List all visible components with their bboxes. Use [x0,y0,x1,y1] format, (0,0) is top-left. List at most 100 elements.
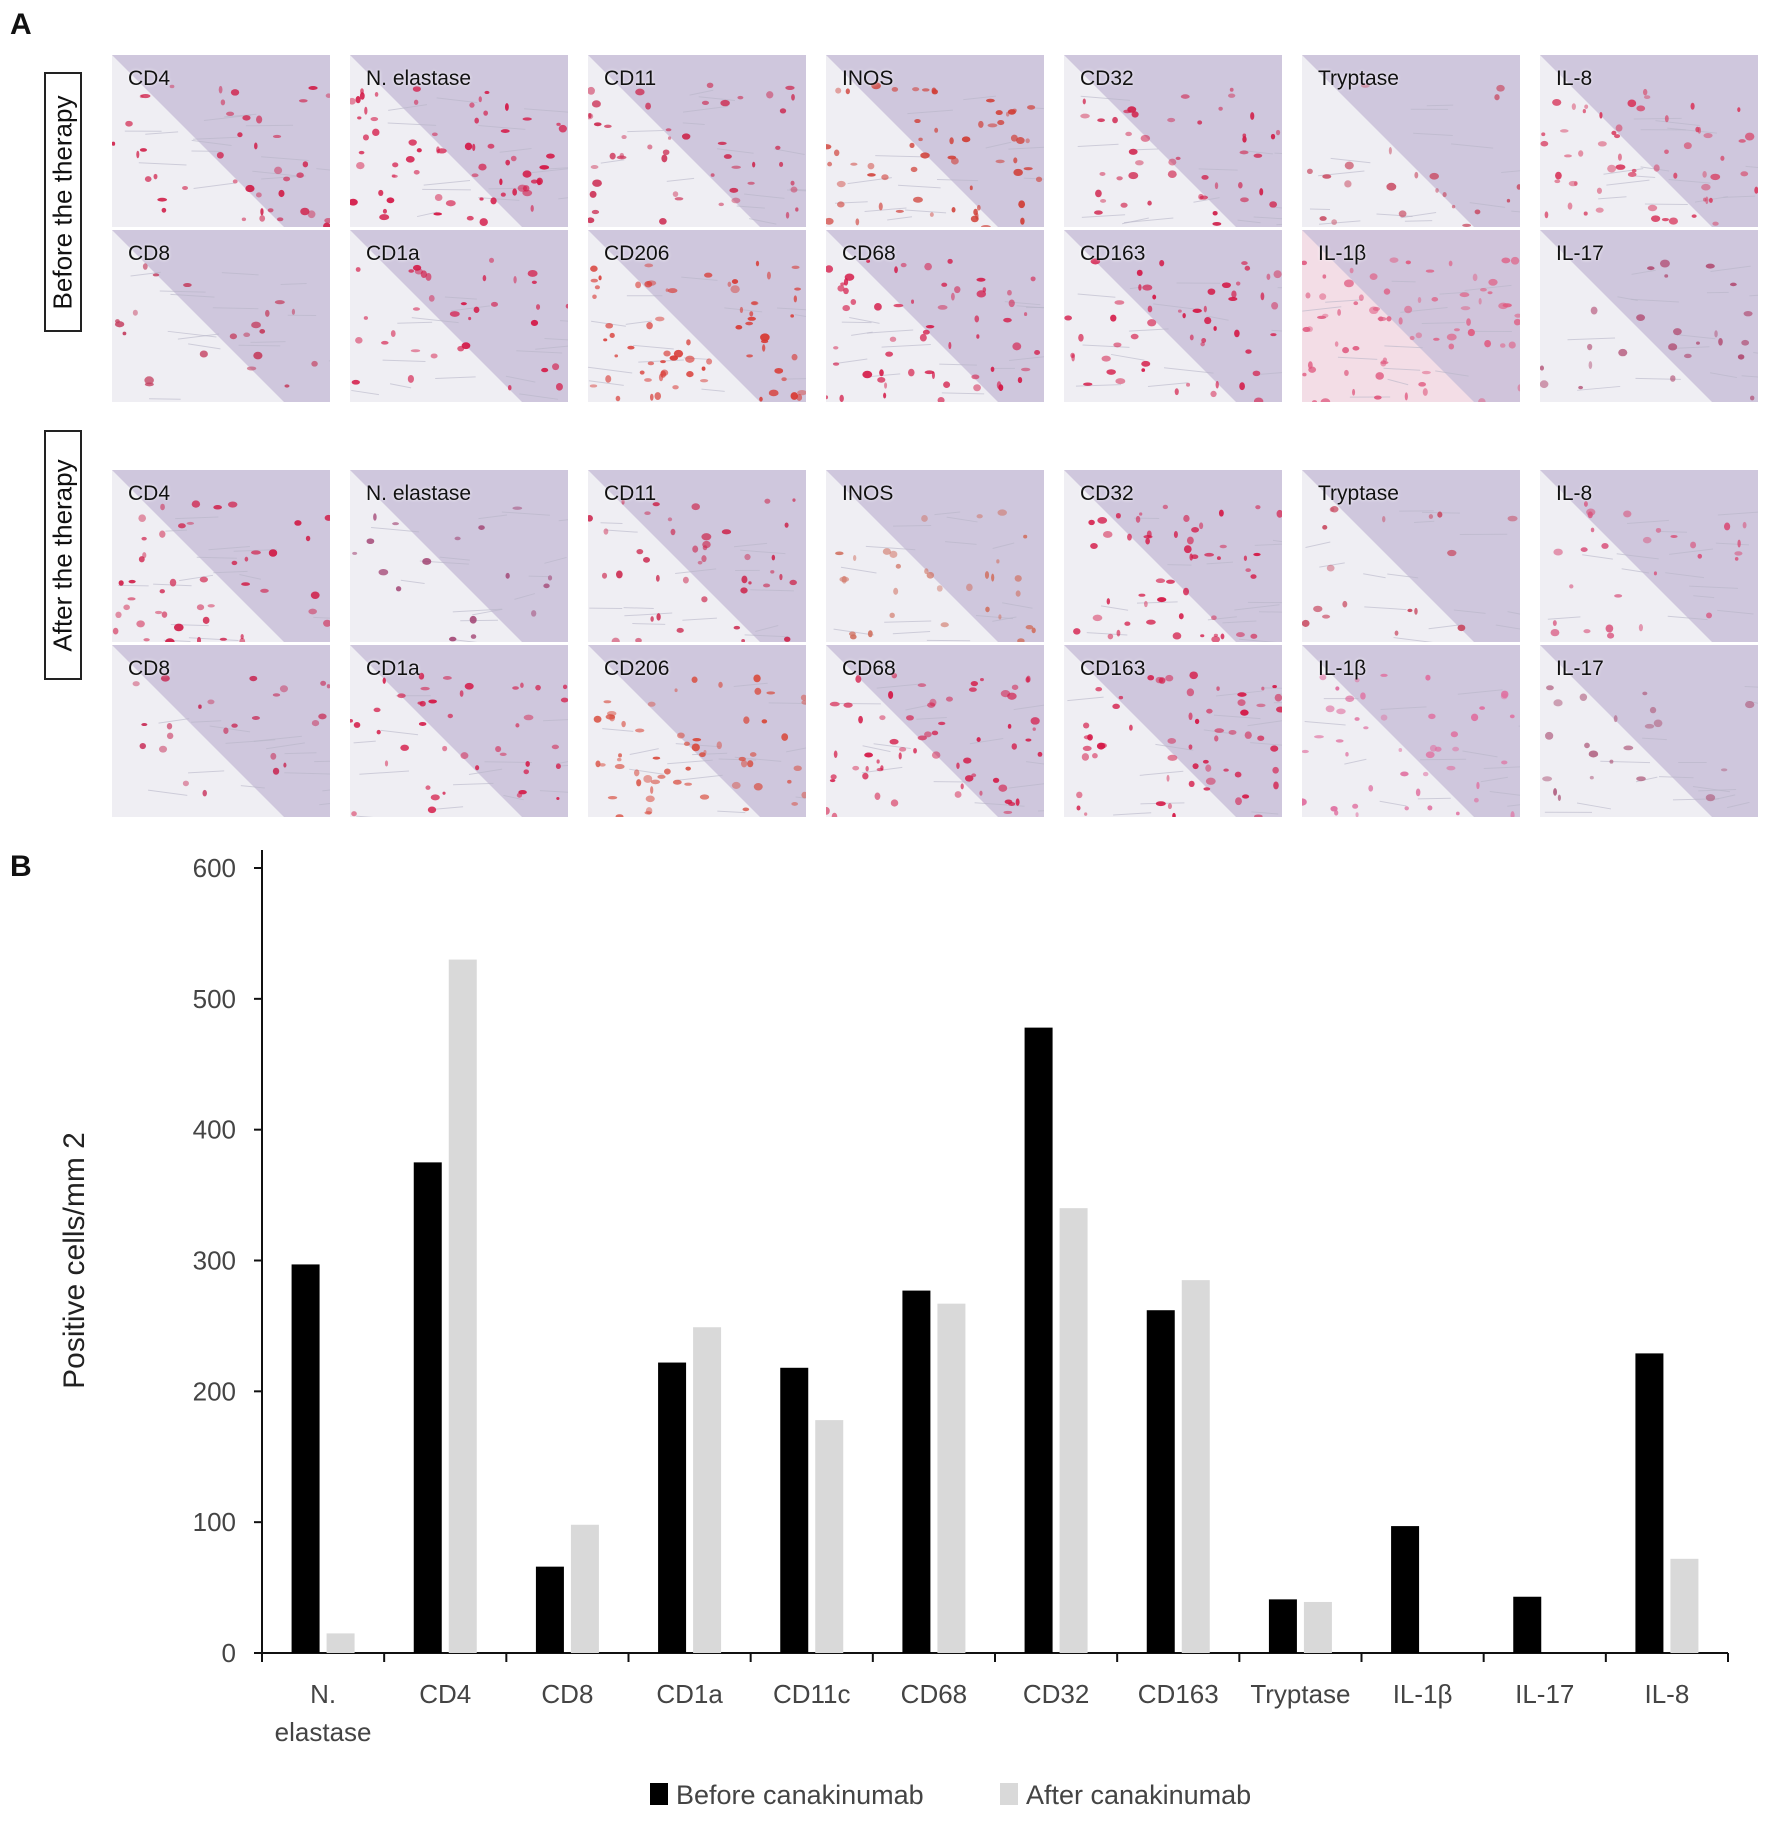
legend-swatch [650,1783,668,1805]
micrograph-label: CD206 [604,242,670,265]
micrograph-label: CD68 [842,242,896,265]
chart-bars [291,959,1699,1653]
micrograph-tile: CD11 [588,470,806,642]
micrograph-label: INOS [842,67,894,90]
bar-chart: B Positive cells/mm 2 0 100 200 300 400 500 60… [10,850,1729,1810]
chart-legend: Before canakinumab After canakinumab [650,1780,1251,1810]
micrograph-label: CD163 [1080,242,1146,265]
bar [1635,1353,1664,1653]
bar [1059,1208,1088,1653]
micrograph-label: N. elastase [366,67,472,90]
x-tick-label: CD4 [419,1679,471,1709]
micrograph-tile: CD8 [112,230,330,402]
micrograph-label: N. elastase [366,482,472,505]
micrograph-label: CD163 [1080,657,1146,680]
bar [535,1566,564,1653]
micrograph-tile: IL-1β [1302,645,1520,817]
bar [658,1362,687,1653]
row-label-before: Before the therapy [44,72,82,332]
bar [815,1420,844,1653]
x-tick-label: IL-8 [1645,1679,1690,1709]
x-tick-label: IL-17 [1515,1679,1574,1709]
micrograph-tile: N. elastase [350,470,568,642]
y-tick-label: 500 [193,984,236,1014]
y-tick-label: 400 [193,1115,236,1145]
micrograph-tile: CD206 [588,645,806,817]
micrograph-tile: N. elastase [350,55,568,227]
micrograph-label: Tryptase [1318,482,1399,505]
chart-axes: 0 100 200 300 400 500 600 [193,850,1729,1668]
x-tick-label: CD68 [901,1679,967,1709]
micrograph-tile: CD11 [588,55,806,227]
panel-b-letter: B [10,850,32,883]
micrograph-tile: IL-17 [1540,230,1758,402]
micrograph-label: CD11 [604,67,657,90]
micrograph-tile: CD32 [1064,55,1282,227]
micrograph-label: Tryptase [1318,67,1399,90]
micrograph-tile: INOS [826,470,1044,642]
micrograph-label: IL-1β [1318,657,1367,680]
micrograph-tile: Tryptase [1302,470,1520,642]
y-axis-label: Positive cells/mm 2 [58,1132,91,1389]
legend-label: After canakinumab [1026,1780,1251,1810]
micrograph-label: CD8 [128,242,171,265]
micrograph-tile: IL-8 [1540,470,1758,642]
micrograph-tile: CD206 [588,230,806,402]
legend-swatch [1000,1783,1018,1805]
micrograph-label: CD11 [604,482,657,505]
bar [1024,1027,1053,1653]
micrograph-tile: CD163 [1064,645,1282,817]
x-tick-label: N. elastase [275,1679,372,1747]
micrograph-tile: CD68 [826,230,1044,402]
bar [570,1524,599,1653]
micrograph-tile: CD4 [112,55,330,227]
micrograph-label: INOS [842,482,894,505]
micrograph-tile: CD4 [112,470,330,642]
x-tick-label: CD32 [1023,1679,1089,1709]
bar [1513,1596,1542,1653]
micrograph-tile: CD32 [1064,470,1282,642]
x-tick-labels: N. elastase CD4 CD8 CD1a CD11c CD68 CD32 CD163 Tr… [275,1679,1690,1747]
bar [1391,1526,1420,1653]
x-tick-label: CD11c [773,1679,851,1709]
bar [413,1162,442,1653]
micrograph-tile: CD1a [350,230,568,402]
micrograph-label: CD206 [604,657,670,680]
x-tick-label: CD1a [656,1679,723,1709]
bar [1146,1310,1175,1653]
y-tick-label: 200 [193,1376,236,1406]
micrograph-tile: IL-1β [1302,230,1520,402]
micrograph-label: CD1a [366,657,420,680]
micrograph-tile: IL-17 [1540,645,1758,817]
bar [326,1633,355,1653]
bar [448,959,477,1653]
bar [1181,1280,1210,1653]
micrograph-tile: IL-8 [1540,55,1758,227]
micrograph-label: IL-1β [1318,242,1367,265]
micrograph-label: IL-8 [1556,67,1593,90]
y-tick-label: 600 [193,853,236,883]
micrograph-tile: INOS [826,55,1044,227]
bar [693,1327,722,1653]
micrograph-tile: CD8 [112,645,330,817]
micrograph-label: CD4 [128,482,171,505]
y-tick-label: 0 [222,1638,236,1668]
bar [902,1290,931,1653]
micrograph-label: CD8 [128,657,171,680]
bar [291,1264,320,1653]
micrograph-label: CD68 [842,657,896,680]
micrograph-label: CD1a [366,242,420,265]
x-tick-label: Tryptase [1250,1679,1350,1709]
legend-label: Before canakinumab [676,1780,924,1810]
y-tick-label: 100 [193,1507,236,1537]
row-label-before-text: Before the therapy [47,95,78,309]
micrograph-label: CD32 [1080,67,1134,90]
bar [780,1367,809,1653]
bar [1670,1558,1699,1653]
micrograph-tile: CD68 [826,645,1044,817]
bar [1303,1601,1332,1653]
micrograph-tile: CD1a [350,645,568,817]
micrograph-label: IL-17 [1556,242,1604,265]
micrograph-label: CD4 [128,67,171,90]
x-tick-label: IL-1β [1393,1679,1453,1709]
